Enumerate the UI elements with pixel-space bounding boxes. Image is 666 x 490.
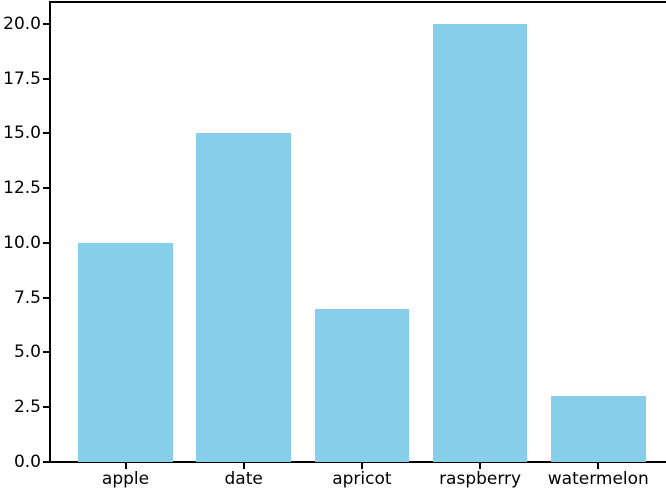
x-tick-mark [242, 463, 245, 469]
x-tick-label: raspberry [439, 469, 522, 489]
axis-spine-bottom [49, 461, 666, 463]
y-tick-label: 12.5 [3, 178, 41, 199]
y-tick-mark [43, 132, 49, 135]
bar-apple [78, 242, 173, 462]
y-tick-mark [43, 77, 49, 80]
bar-raspberry [432, 23, 528, 462]
y-tick-label: 20.0 [3, 13, 41, 34]
x-tick-mark [479, 463, 482, 469]
y-tick-mark [43, 241, 49, 244]
y-tick-mark [43, 187, 49, 190]
axis-spine-left [49, 1, 51, 463]
x-tick-label: apricot [332, 469, 392, 489]
y-tick-label: 15.0 [3, 123, 41, 144]
bar-apricot [314, 308, 410, 462]
y-tick-mark [43, 296, 49, 299]
x-tick-mark [360, 463, 363, 469]
x-tick-label: date [224, 469, 263, 489]
y-tick-label: 2.5 [13, 397, 41, 418]
bar-watermelon [551, 396, 646, 462]
y-tick-label: 7.5 [13, 287, 41, 308]
x-tick-mark [124, 463, 127, 469]
y-tick-mark [43, 461, 49, 463]
axis-spine-top [49, 1, 666, 3]
y-tick-mark [43, 406, 49, 409]
y-tick-mark [43, 22, 49, 25]
y-tick-label: 17.5 [3, 68, 41, 89]
y-tick-label: 10.0 [3, 232, 41, 253]
x-tick-label: watermelon [547, 469, 649, 489]
x-tick-label: apple [101, 469, 150, 489]
bar-date [196, 133, 291, 462]
y-tick-mark [43, 351, 49, 354]
x-tick-mark [597, 463, 600, 469]
y-tick-label: 5.0 [13, 342, 41, 363]
y-tick-label: 0.0 [13, 452, 41, 472]
